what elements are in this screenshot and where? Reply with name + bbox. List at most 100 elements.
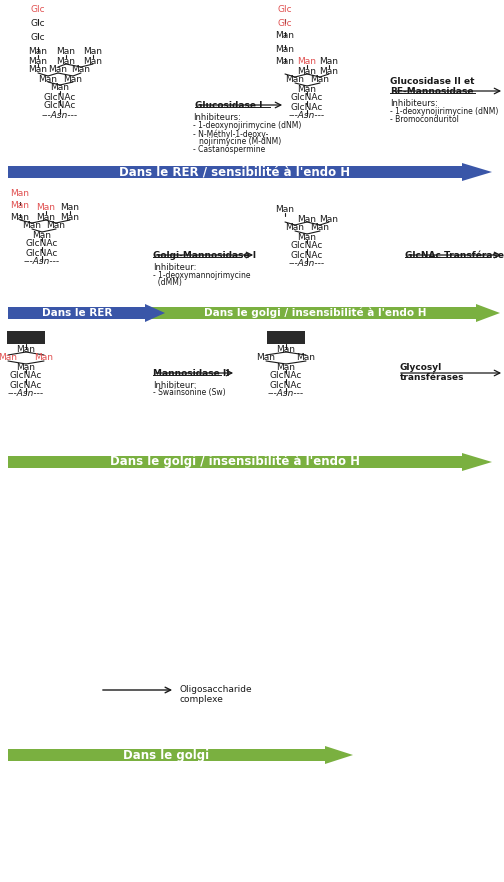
Text: Man: Man [17,363,35,371]
Text: Man: Man [297,85,317,93]
Text: - Swainsonine (Sw): - Swainsonine (Sw) [153,388,226,398]
Text: Dans le RER / sensibilité à l'endo H: Dans le RER / sensibilité à l'endo H [119,166,351,178]
Text: Glc: Glc [31,34,45,42]
Text: Man: Man [36,204,55,213]
Text: Man: Man [276,206,294,214]
Text: Man: Man [60,213,80,221]
Text: GlcNAc Transférase: GlcNAc Transférase [405,250,504,259]
Text: Man: Man [38,74,57,84]
Text: ---Asn---: ---Asn--- [24,258,60,266]
Text: Dans le golgi / insensibilité à l'endo H: Dans le golgi / insensibilité à l'endo H [204,308,426,318]
Text: GlcNAc: GlcNAc [270,380,302,390]
Text: Man: Man [56,48,76,56]
Text: complexe: complexe [180,695,224,704]
Text: ---Asn---: ---Asn--- [268,390,304,399]
Text: Man: Man [277,363,295,371]
Text: transférases: transférases [400,372,465,382]
FancyBboxPatch shape [7,331,45,344]
FancyBboxPatch shape [267,331,305,344]
Text: Man: Man [0,354,18,363]
Text: Man: Man [277,345,295,354]
Text: - N-Méthyl-1-deoxy-: - N-Méthyl-1-deoxy- [193,130,268,138]
Text: - Bromoconduritol: - Bromoconduritol [390,115,459,123]
Text: ---Asn---: ---Asn--- [42,110,78,119]
Polygon shape [8,163,492,181]
Text: Glucosidase I: Glucosidase I [195,101,263,109]
Text: GlcNAc: GlcNAc [26,249,58,258]
Text: Man: Man [29,56,47,65]
Text: Man: Man [23,221,41,230]
Text: Glc: Glc [278,5,292,14]
Text: Glc: Glc [278,19,292,27]
Text: Man: Man [29,65,47,74]
Text: GlcNAc: GlcNAc [10,380,42,390]
Text: - Castanospermine: - Castanospermine [193,146,265,154]
Text: Man: Man [29,48,47,56]
Text: Man: Man [296,354,316,363]
Text: GlcNAc: GlcNAc [10,371,42,380]
Text: Man: Man [310,76,330,85]
Text: GlcNAc: GlcNAc [11,333,41,342]
Text: Man: Man [320,57,339,66]
Text: Glycosyl: Glycosyl [400,363,442,372]
Text: - 1-deoxynojirimycine (dNM): - 1-deoxynojirimycine (dNM) [193,122,301,131]
Text: Mannosidase II: Mannosidase II [153,369,230,377]
Text: Man: Man [285,223,304,233]
Text: Man: Man [276,44,294,54]
Text: Man: Man [56,56,76,65]
Text: Glc: Glc [31,19,45,28]
Text: Man: Man [84,56,102,65]
Text: GlcNAc: GlcNAc [270,371,302,380]
Text: GlcNAc: GlcNAc [291,242,323,250]
Text: GlcNAc: GlcNAc [271,333,301,342]
Text: Man: Man [320,66,339,76]
Text: ---Asn---: ---Asn--- [8,390,44,399]
Text: Man: Man [11,189,30,198]
Text: Man: Man [297,233,317,242]
Text: Man: Man [50,84,70,93]
Polygon shape [8,746,353,764]
Text: Man: Man [64,74,83,84]
Text: Inhibiteurs:: Inhibiteurs: [193,114,241,123]
Text: Man: Man [257,354,276,363]
Text: (dMM): (dMM) [153,279,182,288]
Text: Man: Man [11,200,30,210]
Text: Man: Man [46,221,66,230]
Text: Dans le RER: Dans le RER [42,308,112,318]
Text: Man: Man [60,204,80,213]
Text: Oligosaccharide: Oligosaccharide [180,685,253,694]
Polygon shape [8,453,492,471]
Text: Dans le golgi / insensibilité à l'endo H: Dans le golgi / insensibilité à l'endo H [110,455,360,468]
Text: - 1-deoxynojirimycine (dNM): - 1-deoxynojirimycine (dNM) [390,107,498,116]
Text: Dans le golgi: Dans le golgi [123,749,210,761]
Text: - 1-deoxymannojrimycine: - 1-deoxymannojrimycine [153,271,250,280]
Text: Golgi-Mannosidase I: Golgi-Mannosidase I [153,250,256,259]
Text: Man: Man [276,32,294,41]
Text: Inhibiteur:: Inhibiteur: [153,380,197,390]
Text: Man: Man [34,354,53,363]
Text: Man: Man [17,345,35,354]
Text: Glc: Glc [31,5,45,14]
Text: nojirimycine (M-dNM): nojirimycine (M-dNM) [199,138,281,146]
Text: Man: Man [36,213,55,221]
Text: GlcNAc: GlcNAc [44,93,76,101]
Text: Man: Man [72,65,91,74]
Text: Man: Man [310,223,330,233]
Text: GlcNAc: GlcNAc [44,101,76,110]
Text: Man: Man [276,57,294,66]
Text: Man: Man [11,213,30,221]
Polygon shape [8,304,165,322]
Text: Man: Man [285,76,304,85]
Text: Man: Man [320,214,339,223]
Text: Man: Man [297,57,317,66]
Text: GlcNAc: GlcNAc [291,102,323,111]
Text: Man: Man [32,230,51,240]
Text: Man: Man [297,66,317,76]
Text: Man: Man [297,214,317,223]
Text: ---Asn---: ---Asn--- [289,111,325,121]
Polygon shape [148,304,500,322]
Text: GlcNAc: GlcNAc [291,250,323,259]
Text: Man: Man [48,65,68,74]
Text: Glucosidase II et: Glucosidase II et [390,78,474,86]
Text: Man: Man [84,48,102,56]
